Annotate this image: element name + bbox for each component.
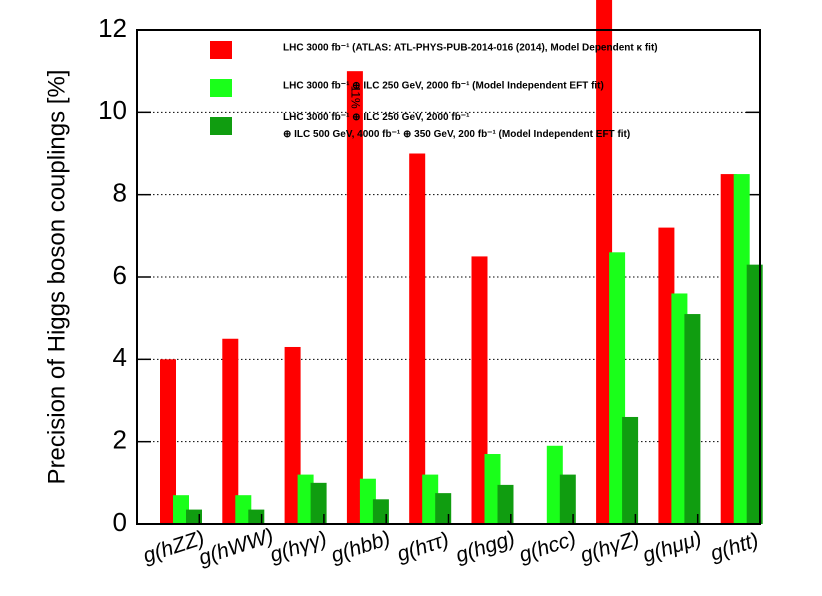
x-tick-label: g(hττ) (394, 528, 452, 566)
value-label: 11% (349, 86, 363, 109)
x-tick-label: g(hγγ) (267, 527, 330, 567)
bar (297, 474, 314, 524)
bar (310, 482, 327, 524)
y-tick-label: 8 (113, 178, 127, 208)
legend-swatch (210, 41, 232, 59)
x-tick-label: g(hμμ) (640, 527, 705, 568)
bar (484, 454, 501, 524)
x-tick-label: g(hgg) (453, 527, 518, 568)
x-tick-label: g(hWW) (196, 524, 276, 570)
bar (671, 293, 688, 524)
legend-label: LHC 3000 fb⁻¹ ⊕ ILC 250 GeV, 2000 fb⁻¹ ⊕ … (283, 112, 630, 140)
bar (546, 445, 563, 524)
bar (720, 174, 737, 525)
bar (222, 338, 239, 524)
y-tick-label: 4 (113, 342, 127, 372)
bar (186, 509, 202, 524)
legend-label: LHC 3000 fb⁻¹ (ATLAS: ATL-PHYS-PUB-2014-… (283, 43, 658, 54)
bar (160, 359, 176, 524)
legend-swatch (210, 117, 232, 135)
bar (497, 484, 514, 524)
y-tick-label: 10 (98, 95, 127, 125)
x-tick-label: g(htt) (708, 529, 762, 566)
bar (596, 0, 613, 524)
x-tick-label: g(hbb) (328, 527, 393, 568)
bar (422, 474, 439, 524)
bar (609, 252, 626, 525)
bar (622, 416, 639, 524)
bar (471, 256, 488, 524)
y-tick-label: 2 (113, 425, 127, 455)
x-tick-label: g(hγZ) (578, 527, 643, 568)
bar (559, 474, 576, 524)
bar (359, 478, 376, 524)
bar (284, 346, 301, 524)
y-tick-label: 6 (113, 260, 127, 290)
bar (409, 153, 426, 524)
y-axis-label: Precision of Higgs boson couplings [%] (43, 70, 70, 485)
bar (435, 493, 452, 524)
legend-label: LHC 3000 fb⁻¹ ⊕ ILC 250 GeV, 2000 fb⁻¹ (… (283, 81, 604, 92)
bar (746, 264, 763, 524)
plot-frame (136, 29, 761, 525)
y-tick-label: 0 (113, 507, 127, 537)
bar (733, 174, 750, 525)
y-tick-label: 12 (98, 13, 127, 43)
bar (248, 509, 265, 524)
bar (173, 495, 189, 524)
bar (235, 495, 252, 524)
x-tick-label: g(hcc) (516, 527, 579, 567)
bar (658, 227, 675, 524)
legend-swatch (210, 79, 232, 97)
bar (372, 499, 389, 524)
bar (684, 314, 701, 524)
bar (346, 71, 363, 525)
